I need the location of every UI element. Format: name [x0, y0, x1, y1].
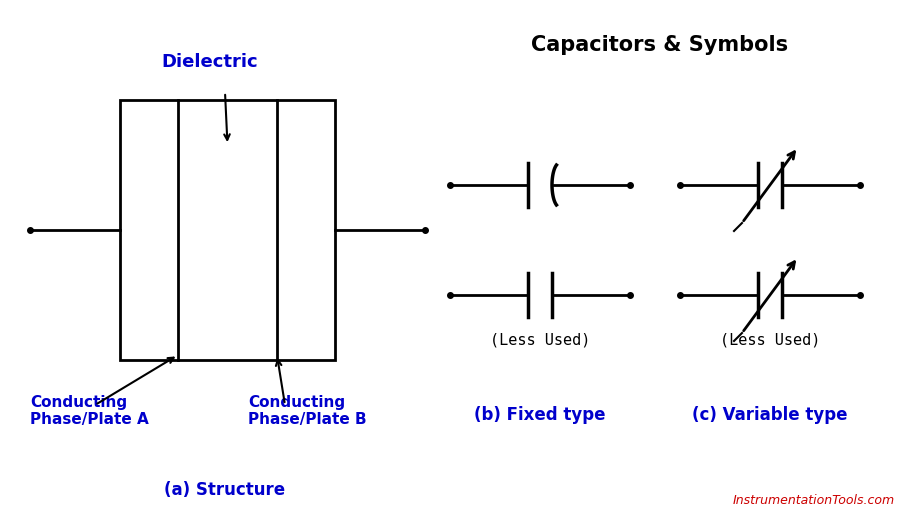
- Text: Capacitors & Symbols: Capacitors & Symbols: [531, 35, 788, 55]
- Text: Conducting
Phase/Plate B: Conducting Phase/Plate B: [248, 395, 367, 427]
- Bar: [120, 100, 335, 360]
- Text: (Less Used): (Less Used): [719, 332, 820, 347]
- Text: Dielectric: Dielectric: [162, 53, 258, 71]
- Text: InstrumentationTools.com: InstrumentationTools.com: [733, 493, 895, 507]
- Text: (Less Used): (Less Used): [490, 332, 590, 347]
- Text: (b) Fixed type: (b) Fixed type: [474, 406, 605, 424]
- Text: (c) Variable type: (c) Variable type: [692, 406, 848, 424]
- Text: (a) Structure: (a) Structure: [165, 481, 286, 499]
- Text: Conducting
Phase/Plate A: Conducting Phase/Plate A: [30, 395, 148, 427]
